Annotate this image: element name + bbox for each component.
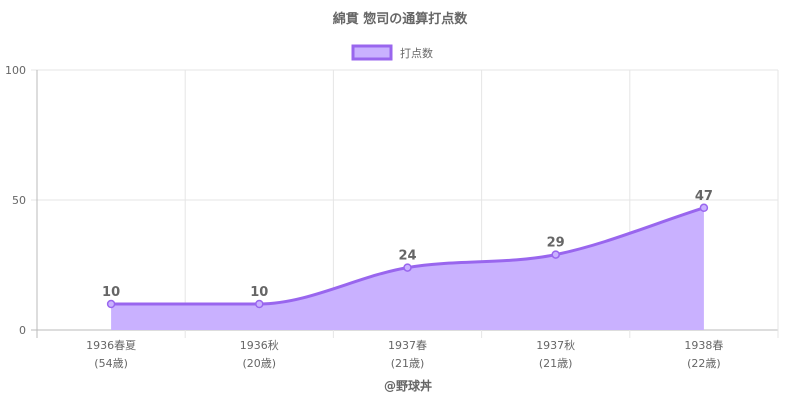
legend-swatch [351, 44, 393, 61]
x-tick-sublabel-4: (22歳) [687, 357, 721, 370]
credit-text: @野球丼 [384, 378, 432, 393]
x-axis-ticks: 1936春夏 (54歳) 1936秋 (20歳) 1937春 (21歳) 1937秋 (21歳… [86, 338, 723, 370]
data-point-3 [551, 250, 560, 259]
data-label-0: 10 [102, 285, 120, 300]
x-tick-sublabel-3: (21歳) [539, 357, 573, 370]
data-point-4 [699, 203, 709, 213]
data-points [106, 203, 709, 309]
x-tick-label-0: 1936春夏 [86, 339, 136, 352]
data-label-1: 10 [250, 285, 268, 300]
x-tick-label-1: 1936秋 [240, 338, 279, 352]
data-label-4: 47 [695, 189, 713, 204]
y-axis-ticks: 0 50 100 [5, 64, 26, 337]
x-tick-label-4: 1938春 [684, 339, 723, 352]
y-tick-label-1: 50 [12, 194, 26, 207]
data-labels: 10 10 24 29 47 [102, 189, 713, 300]
y-tick-label-0: 0 [19, 324, 26, 337]
legend: 打点数 [351, 44, 433, 61]
x-tick-label-3: 1937秋 [536, 338, 575, 352]
data-point-1 [255, 299, 264, 309]
chart-title: 綿貫 惣司の通算打点数 [333, 11, 469, 27]
x-tick-sublabel-2: (21歳) [391, 357, 425, 370]
x-tick-sublabel-0: (54歳) [94, 357, 128, 370]
legend-label: 打点数 [400, 46, 433, 60]
y-tick-label-2: 100 [5, 64, 26, 77]
x-tick-sublabel-1: (20歳) [243, 357, 277, 370]
x-tick-label-2: 1937春 [388, 339, 427, 352]
data-label-2: 24 [398, 249, 416, 264]
data-point-2 [403, 263, 412, 272]
data-label-3: 29 [547, 236, 565, 251]
data-point-0 [106, 299, 116, 309]
